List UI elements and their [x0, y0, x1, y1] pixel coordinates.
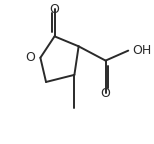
- Text: O: O: [101, 87, 111, 100]
- Text: OH: OH: [132, 44, 152, 57]
- Text: O: O: [50, 3, 59, 16]
- Text: O: O: [25, 51, 35, 64]
